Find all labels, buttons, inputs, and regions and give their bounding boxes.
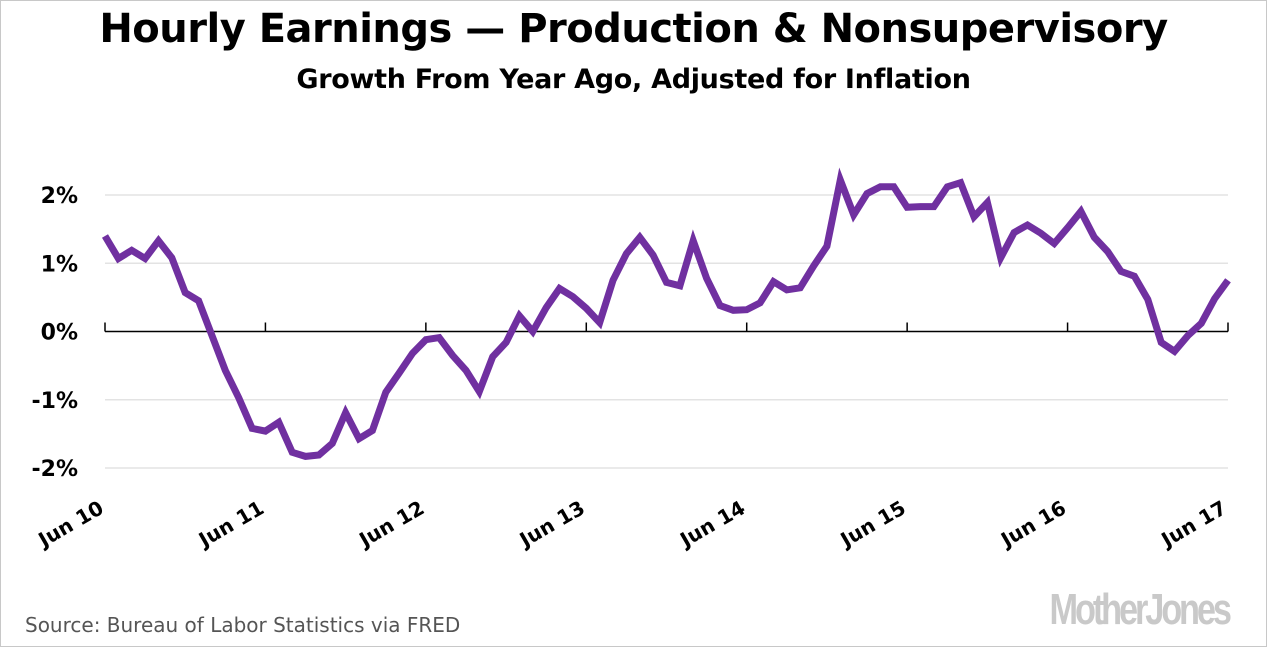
- y-tick-label: -2%: [32, 457, 78, 482]
- x-axis: [104, 322, 1229, 333]
- x-axis-tick-labels: Jun 10 Jun 11 Jun 12 Jun 13 Jun 14 Jun 15 Jun …: [33, 496, 1231, 553]
- x-tick-label: Jun 15: [835, 496, 910, 553]
- x-tick-label: Jun 14: [674, 496, 749, 553]
- x-tick-label: Jun 12: [353, 496, 428, 553]
- x-tick-label: Jun 17: [1156, 496, 1231, 553]
- chart-title: Hourly Earnings — Production & Nonsuperv…: [99, 6, 1168, 52]
- x-tick-label: Jun 13: [514, 496, 589, 553]
- x-tick-label: Jun 11: [193, 496, 268, 553]
- series-line: [101, 167, 1231, 460]
- mother-jones-logo: MotherJones: [1049, 585, 1232, 634]
- y-tick-label: 2%: [41, 184, 78, 209]
- y-tick-label: 0%: [41, 321, 78, 346]
- y-axis-ticks: 2% 1% 0% -1% -2%: [32, 184, 78, 482]
- source-note: Source: Bureau of Labor Statistics via F…: [25, 613, 461, 637]
- x-tick-label: Jun 16: [995, 496, 1070, 553]
- chart-subtitle: Growth From Year Ago, Adjusted for Infla…: [296, 64, 971, 95]
- y-tick-label: -1%: [32, 389, 78, 414]
- gridlines: [105, 194, 1228, 469]
- y-tick-label: 1%: [41, 252, 78, 277]
- x-tick-label: Jun 10: [33, 496, 108, 553]
- series-group: [101, 167, 1231, 460]
